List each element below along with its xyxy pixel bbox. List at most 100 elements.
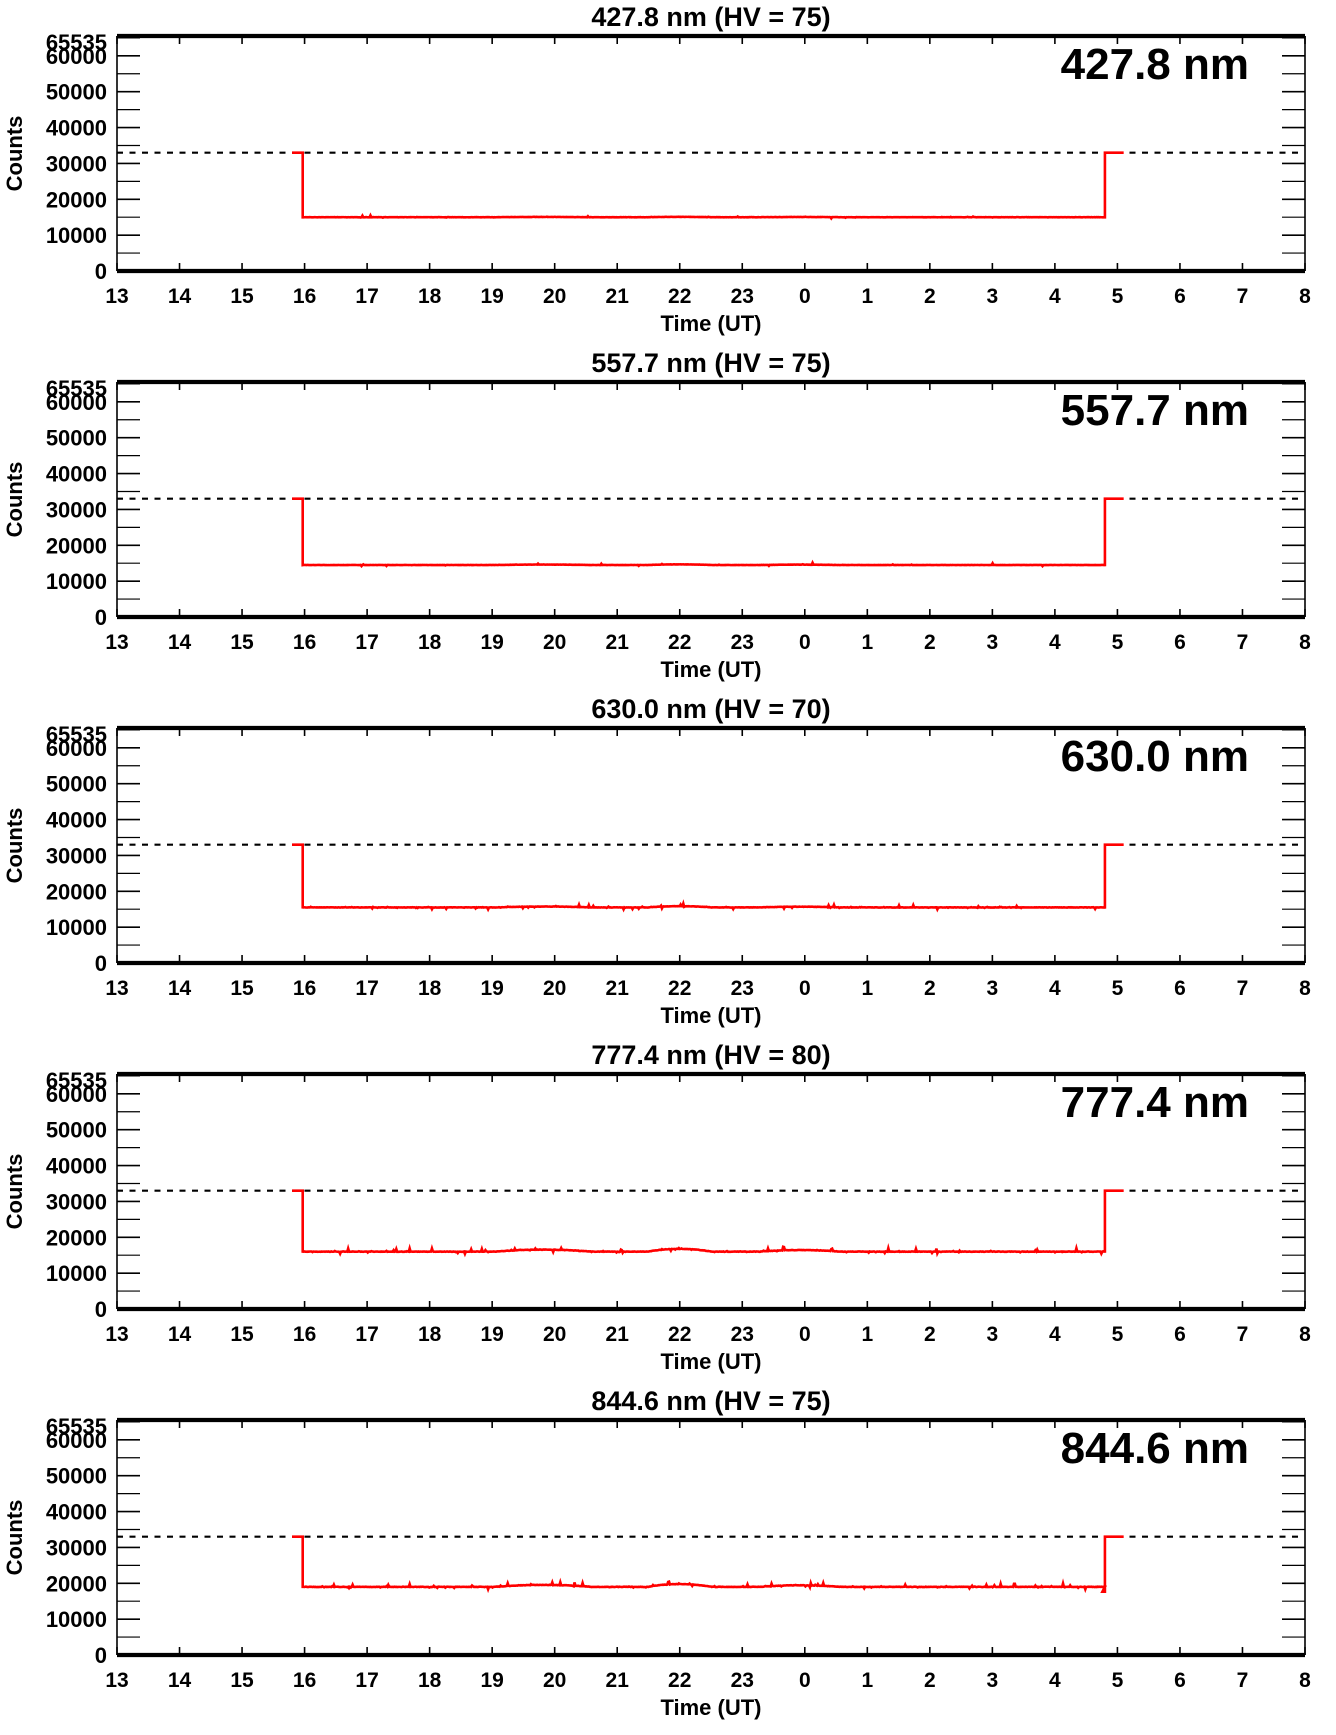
svg-text:23: 23 xyxy=(731,977,754,1000)
svg-text:14: 14 xyxy=(168,1323,192,1346)
svg-text:6: 6 xyxy=(1174,285,1186,308)
svg-text:22: 22 xyxy=(668,631,691,654)
svg-text:50000: 50000 xyxy=(46,1464,107,1489)
svg-text:0: 0 xyxy=(95,1643,107,1668)
svg-text:20000: 20000 xyxy=(46,187,107,212)
svg-text:0: 0 xyxy=(799,977,811,1000)
svg-text:2: 2 xyxy=(924,631,936,654)
svg-text:8: 8 xyxy=(1299,1669,1311,1692)
svg-text:22: 22 xyxy=(668,977,691,1000)
svg-text:21: 21 xyxy=(606,631,630,654)
svg-text:13: 13 xyxy=(105,631,128,654)
svg-text:0: 0 xyxy=(95,1297,107,1322)
svg-text:Counts: Counts xyxy=(2,808,27,884)
svg-text:1: 1 xyxy=(861,1669,873,1692)
svg-text:3: 3 xyxy=(987,631,999,654)
svg-text:844.6 nm (HV = 75): 844.6 nm (HV = 75) xyxy=(591,1386,830,1416)
svg-text:0: 0 xyxy=(799,1323,811,1346)
svg-text:427.8 nm (HV = 75): 427.8 nm (HV = 75) xyxy=(591,2,830,32)
svg-text:19: 19 xyxy=(480,1323,503,1346)
svg-text:10000: 10000 xyxy=(46,1261,107,1286)
svg-text:17: 17 xyxy=(355,977,378,1000)
svg-text:Counts: Counts xyxy=(2,1500,27,1576)
svg-text:18: 18 xyxy=(418,1669,442,1692)
svg-text:65535: 65535 xyxy=(46,376,107,401)
svg-text:20: 20 xyxy=(543,631,566,654)
svg-text:23: 23 xyxy=(731,1323,754,1346)
svg-text:557.7 nm (HV = 75): 557.7 nm (HV = 75) xyxy=(591,348,830,378)
svg-text:18: 18 xyxy=(418,977,442,1000)
svg-text:21: 21 xyxy=(606,1669,630,1692)
svg-text:40000: 40000 xyxy=(46,808,107,833)
svg-text:17: 17 xyxy=(355,631,378,654)
svg-text:50000: 50000 xyxy=(46,1118,107,1143)
svg-text:Counts: Counts xyxy=(2,116,27,192)
svg-text:18: 18 xyxy=(418,631,442,654)
svg-text:0: 0 xyxy=(95,951,107,976)
svg-text:18: 18 xyxy=(418,285,442,308)
svg-text:15: 15 xyxy=(230,631,254,654)
svg-text:Time (UT): Time (UT) xyxy=(660,657,761,682)
svg-text:65535: 65535 xyxy=(46,722,107,747)
svg-text:50000: 50000 xyxy=(46,772,107,797)
svg-text:1: 1 xyxy=(861,977,873,1000)
svg-text:844.6 nm: 844.6 nm xyxy=(1061,1424,1249,1473)
svg-text:Counts: Counts xyxy=(2,1154,27,1230)
svg-text:3: 3 xyxy=(987,285,999,308)
svg-text:6: 6 xyxy=(1174,977,1186,1000)
svg-text:10000: 10000 xyxy=(46,223,107,248)
svg-text:17: 17 xyxy=(355,285,378,308)
svg-text:19: 19 xyxy=(480,631,503,654)
svg-text:4: 4 xyxy=(1049,285,1061,308)
svg-text:7: 7 xyxy=(1237,977,1249,1000)
svg-text:16: 16 xyxy=(293,1669,316,1692)
svg-text:5: 5 xyxy=(1112,285,1124,308)
svg-text:Time (UT): Time (UT) xyxy=(660,1003,761,1028)
svg-text:Time (UT): Time (UT) xyxy=(660,311,761,336)
svg-text:4: 4 xyxy=(1049,1323,1061,1346)
svg-text:5: 5 xyxy=(1112,977,1124,1000)
svg-text:13: 13 xyxy=(105,977,128,1000)
svg-text:Counts: Counts xyxy=(2,462,27,538)
svg-text:20000: 20000 xyxy=(46,1225,107,1250)
svg-text:5: 5 xyxy=(1112,631,1124,654)
svg-text:22: 22 xyxy=(668,285,691,308)
svg-text:0: 0 xyxy=(95,259,107,284)
svg-text:4: 4 xyxy=(1049,977,1061,1000)
svg-text:20: 20 xyxy=(543,285,566,308)
svg-text:7: 7 xyxy=(1237,285,1249,308)
svg-text:10000: 10000 xyxy=(46,915,107,940)
svg-text:21: 21 xyxy=(606,285,630,308)
svg-text:0: 0 xyxy=(799,631,811,654)
svg-text:0: 0 xyxy=(799,285,811,308)
svg-text:23: 23 xyxy=(731,285,754,308)
svg-text:14: 14 xyxy=(168,631,192,654)
svg-text:2: 2 xyxy=(924,285,936,308)
svg-text:20: 20 xyxy=(543,1669,566,1692)
svg-text:Time (UT): Time (UT) xyxy=(660,1695,761,1720)
svg-text:6: 6 xyxy=(1174,631,1186,654)
svg-text:30000: 30000 xyxy=(46,843,107,868)
svg-text:7: 7 xyxy=(1237,1669,1249,1692)
svg-text:2: 2 xyxy=(924,977,936,1000)
svg-text:20: 20 xyxy=(543,977,566,1000)
svg-text:40000: 40000 xyxy=(46,1500,107,1525)
svg-text:65535: 65535 xyxy=(46,30,107,55)
svg-text:17: 17 xyxy=(355,1323,378,1346)
svg-text:20000: 20000 xyxy=(46,533,107,558)
svg-text:14: 14 xyxy=(168,977,192,1000)
svg-text:8: 8 xyxy=(1299,285,1311,308)
svg-text:18: 18 xyxy=(418,1323,442,1346)
svg-text:22: 22 xyxy=(668,1323,691,1346)
svg-text:13: 13 xyxy=(105,285,128,308)
svg-text:23: 23 xyxy=(731,1669,754,1692)
svg-text:20000: 20000 xyxy=(46,1571,107,1596)
svg-text:20: 20 xyxy=(543,1323,566,1346)
svg-text:1: 1 xyxy=(861,1323,873,1346)
svg-text:21: 21 xyxy=(606,1323,630,1346)
svg-text:40000: 40000 xyxy=(46,1154,107,1179)
svg-text:19: 19 xyxy=(480,1669,503,1692)
svg-text:630.0 nm: 630.0 nm xyxy=(1061,732,1249,781)
svg-text:4: 4 xyxy=(1049,1669,1061,1692)
svg-text:22: 22 xyxy=(668,1669,691,1692)
